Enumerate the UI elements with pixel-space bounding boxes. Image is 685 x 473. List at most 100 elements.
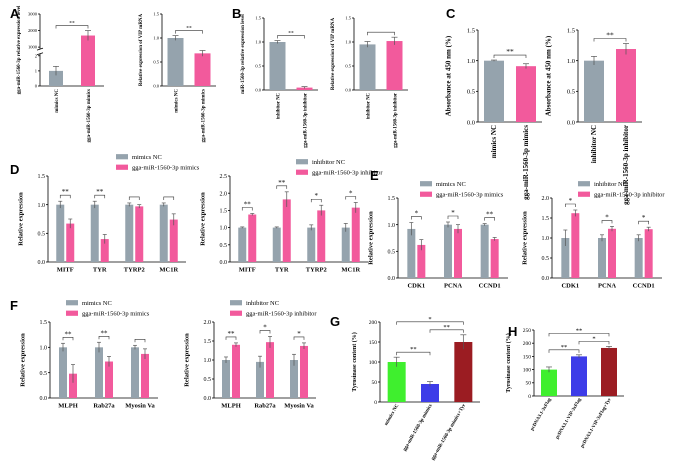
chart-h: 0 50 100 150 200 250 Tyrosinase content (%) pcD… [505, 327, 624, 449]
bar-d2-1-0 [272, 227, 281, 262]
x-category-label: MLPH [58, 403, 78, 410]
x-category-label: inhibitor NC [367, 92, 372, 119]
significance-bracket [293, 336, 305, 340]
significance-label: ** [96, 188, 104, 196]
chart-e1: 0.0 0.5 1.0 1.5 Relative expression CDK1 PCNA C… [367, 181, 508, 290]
x-category-label: Myosin Va [125, 403, 155, 410]
y-tick-label: 0.0 [204, 396, 212, 402]
bar-d2-3-1 [351, 207, 360, 262]
x-category-label: gga-miR-1560-3p inhibitor [394, 92, 399, 148]
legend-swatch [66, 310, 78, 316]
significance-bracket [548, 349, 580, 353]
y-tick-label: 1.0 [567, 58, 575, 65]
x-category-label: MITF [57, 267, 74, 274]
significance-label: * [415, 210, 419, 218]
bar-g-0 [387, 362, 406, 402]
bar-f2-2-1 [300, 345, 308, 398]
panel-label-c: C [446, 6, 456, 21]
y-tick-label: 0 [374, 400, 377, 406]
y-axis-label: Tyrosinase content (%) [351, 332, 358, 391]
y-tick-label: 1.5 [220, 209, 228, 215]
bar-h-0 [541, 369, 557, 396]
significance-bracket [175, 30, 203, 34]
significance-label: * [263, 323, 267, 331]
significance-label: ** [506, 47, 514, 56]
chart-b1: 0.0 0.5 1.0 1.5 miR-1560-3p relative express… [241, 14, 318, 148]
y-tick-label: 0.5 [220, 243, 228, 249]
y-tick-label: 1000 [28, 45, 38, 50]
significance-bracket [367, 31, 395, 36]
significance-bracket [565, 203, 576, 207]
x-category-label: TYRP2 [124, 267, 145, 274]
x-category-label: CDK1 [561, 283, 579, 290]
legend-swatch [578, 181, 590, 187]
bar-c2-0 [584, 60, 604, 122]
significance-bracket [396, 351, 431, 356]
y-tick-label: 1.5 [204, 339, 212, 345]
bar-a1-0 [49, 70, 63, 86]
y-tick-label: 1.5 [542, 216, 550, 222]
significance-bracket [429, 329, 464, 333]
bar-h-2 [601, 347, 617, 396]
y-tick-label: 1.5 [467, 27, 475, 34]
y-axis-label: Relative expression [17, 192, 24, 246]
y-tick-label: 50 [526, 381, 532, 387]
x-category-label: mimics NC [55, 89, 60, 113]
bar-c1-0 [484, 60, 504, 122]
significance-label: ** [576, 327, 583, 334]
significance-label: ** [606, 30, 614, 39]
bar-d2-2-0 [307, 227, 316, 262]
significance-bracket [638, 220, 649, 225]
bar-g-1 [421, 384, 439, 402]
y-tick-label: 0.5 [388, 249, 396, 255]
significance-bracket [411, 216, 422, 220]
chart-b2: 0.0 0.5 1.0 1.5 Relative expression of VIP m… [331, 16, 408, 148]
bar-d2-0-0 [238, 227, 247, 262]
significance-bracket [310, 198, 322, 203]
y-tick-label: 1.0 [40, 345, 48, 351]
significance-bracket [345, 196, 357, 200]
y-tick-label: 50 [372, 380, 378, 386]
x-category-label: Myosin Va [284, 403, 314, 410]
y-tick-label: 0 [528, 394, 531, 400]
significance-bracket [59, 194, 71, 199]
bar-b1-0 [269, 42, 286, 90]
y-tick-label: 0.5 [567, 89, 575, 96]
bar-c1-1 [516, 66, 536, 122]
chart-a1: 0 1 2 1000 2000 3000 gga-miR-1560-3p relative … [17, 5, 104, 142]
significance-label: * [642, 214, 646, 222]
bar-f2-2-0 [290, 360, 298, 398]
x-category-label: CDK1 [407, 283, 425, 290]
y-tick-label: 1.5 [388, 196, 396, 202]
significance-bracket [128, 196, 140, 200]
axis-break-gap [37, 49, 43, 54]
panel-label-e: E [370, 168, 379, 183]
y-axis-label: Absorbance at 450 nm (%) [545, 35, 553, 116]
y-tick-label: 2.5 [220, 174, 228, 180]
x-category-label: gga-miR-1560-3p inhibitor [304, 92, 309, 148]
y-tick-label: 0.0 [38, 260, 46, 266]
significance-bracket [593, 38, 627, 42]
bar-f1-2-1 [141, 353, 149, 398]
bar-f1-2-0 [131, 347, 139, 398]
y-tick-label: 1.0 [255, 40, 261, 45]
bar-d2-0-1 [248, 214, 257, 262]
y-tick-label: 0.5 [40, 371, 48, 377]
bar-e2-1-0 [598, 238, 606, 278]
bar-e2-1-1 [608, 228, 616, 278]
bar-d1-2-0 [125, 204, 134, 262]
bar-d2-2-1 [317, 210, 326, 262]
significance-label: ** [69, 21, 75, 27]
x-category-label: Rab27a [93, 403, 115, 410]
bar-e2-0-1 [571, 213, 580, 278]
x-category-label: CCND1 [479, 283, 501, 290]
legend-label: inhibitor NC [312, 159, 345, 166]
y-tick-label: 0.0 [567, 119, 575, 126]
significance-label: * [592, 335, 595, 342]
significance-bracket [134, 339, 146, 343]
y-tick-label: 0.5 [153, 60, 159, 65]
y-tick-label: 0.0 [220, 260, 228, 266]
x-category-label: gga-miR-1560-3p mimics+Tyr [431, 403, 468, 462]
y-tick-label: 150 [369, 340, 378, 346]
x-category-label: mimics NC [384, 403, 400, 426]
